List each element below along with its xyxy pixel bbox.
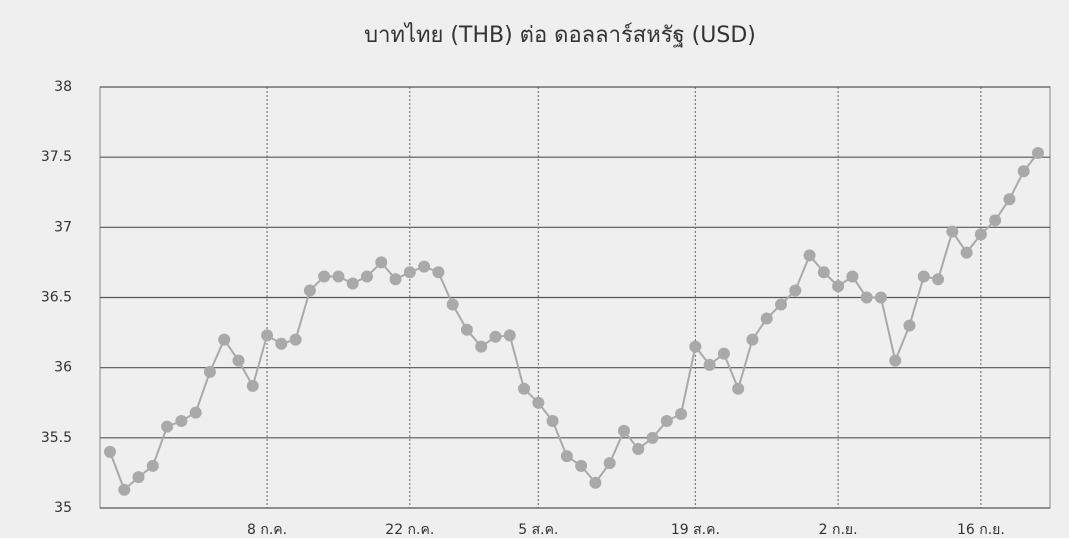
point xyxy=(318,270,331,283)
point xyxy=(475,340,488,353)
point xyxy=(560,450,573,463)
point xyxy=(946,225,959,238)
point xyxy=(889,354,902,367)
point xyxy=(832,280,845,293)
x-tick-label: 16 ก.ย. xyxy=(957,522,1005,538)
point xyxy=(603,457,616,470)
point xyxy=(1017,165,1030,178)
point xyxy=(146,459,159,472)
point xyxy=(232,354,245,367)
point xyxy=(917,270,930,283)
point xyxy=(1003,193,1016,206)
point xyxy=(118,483,131,496)
point xyxy=(717,347,730,360)
point xyxy=(546,414,559,427)
y-tick-label: 37.5 xyxy=(41,149,72,165)
point xyxy=(703,358,716,371)
point xyxy=(261,329,274,342)
point xyxy=(760,312,773,325)
point xyxy=(104,445,116,458)
point xyxy=(189,406,202,419)
y-tick-label: 35 xyxy=(54,500,72,516)
point xyxy=(389,273,402,286)
chart-title: บาทไทย (THB) ต่อ ดอลลาร์สหรัฐ (USD) xyxy=(364,22,756,48)
point xyxy=(903,319,916,332)
point xyxy=(803,249,816,262)
point xyxy=(617,424,630,437)
point xyxy=(446,298,459,311)
y-tick-label: 37 xyxy=(54,219,72,235)
point xyxy=(218,333,231,346)
point xyxy=(817,266,830,279)
point xyxy=(860,291,873,304)
point xyxy=(632,443,645,456)
point xyxy=(518,382,531,395)
point xyxy=(732,382,745,395)
point xyxy=(932,273,945,286)
point xyxy=(532,396,545,409)
point xyxy=(489,330,502,343)
point xyxy=(874,291,887,304)
point xyxy=(960,246,973,259)
point xyxy=(132,471,145,484)
point xyxy=(660,414,673,427)
point xyxy=(589,476,602,489)
point xyxy=(746,333,759,346)
point xyxy=(675,407,688,420)
x-tick-label: 8 ก.ค. xyxy=(247,522,287,538)
point xyxy=(275,337,288,350)
x-tick-label: 2 ก.ย. xyxy=(819,522,858,538)
y-tick-label: 36.5 xyxy=(41,290,72,306)
point xyxy=(775,298,788,311)
x-tick-label: 19 ส.ค. xyxy=(671,522,720,538)
point xyxy=(689,340,702,353)
point xyxy=(846,270,859,283)
point xyxy=(289,333,302,346)
point xyxy=(303,284,316,297)
point xyxy=(418,260,431,273)
point xyxy=(503,329,516,342)
point xyxy=(575,459,588,472)
point xyxy=(989,214,1002,227)
point xyxy=(432,266,445,279)
point xyxy=(403,266,416,279)
y-tick-label: 38 xyxy=(54,79,72,95)
point xyxy=(1032,146,1044,159)
x-tick-label: 5 ส.ค. xyxy=(518,522,558,538)
line xyxy=(109,152,1039,492)
x-tick-label: 22 ก.ค. xyxy=(385,522,434,538)
y-tick-label: 36 xyxy=(54,360,72,376)
point xyxy=(360,270,373,283)
point xyxy=(246,379,259,392)
point xyxy=(332,270,345,283)
point xyxy=(375,256,388,269)
point xyxy=(346,277,359,290)
point xyxy=(161,420,174,433)
point xyxy=(646,431,659,444)
point xyxy=(203,365,216,378)
point xyxy=(789,284,802,297)
point xyxy=(460,323,473,336)
point xyxy=(175,414,188,427)
point xyxy=(974,228,987,241)
y-tick-label: 35.5 xyxy=(41,430,72,446)
